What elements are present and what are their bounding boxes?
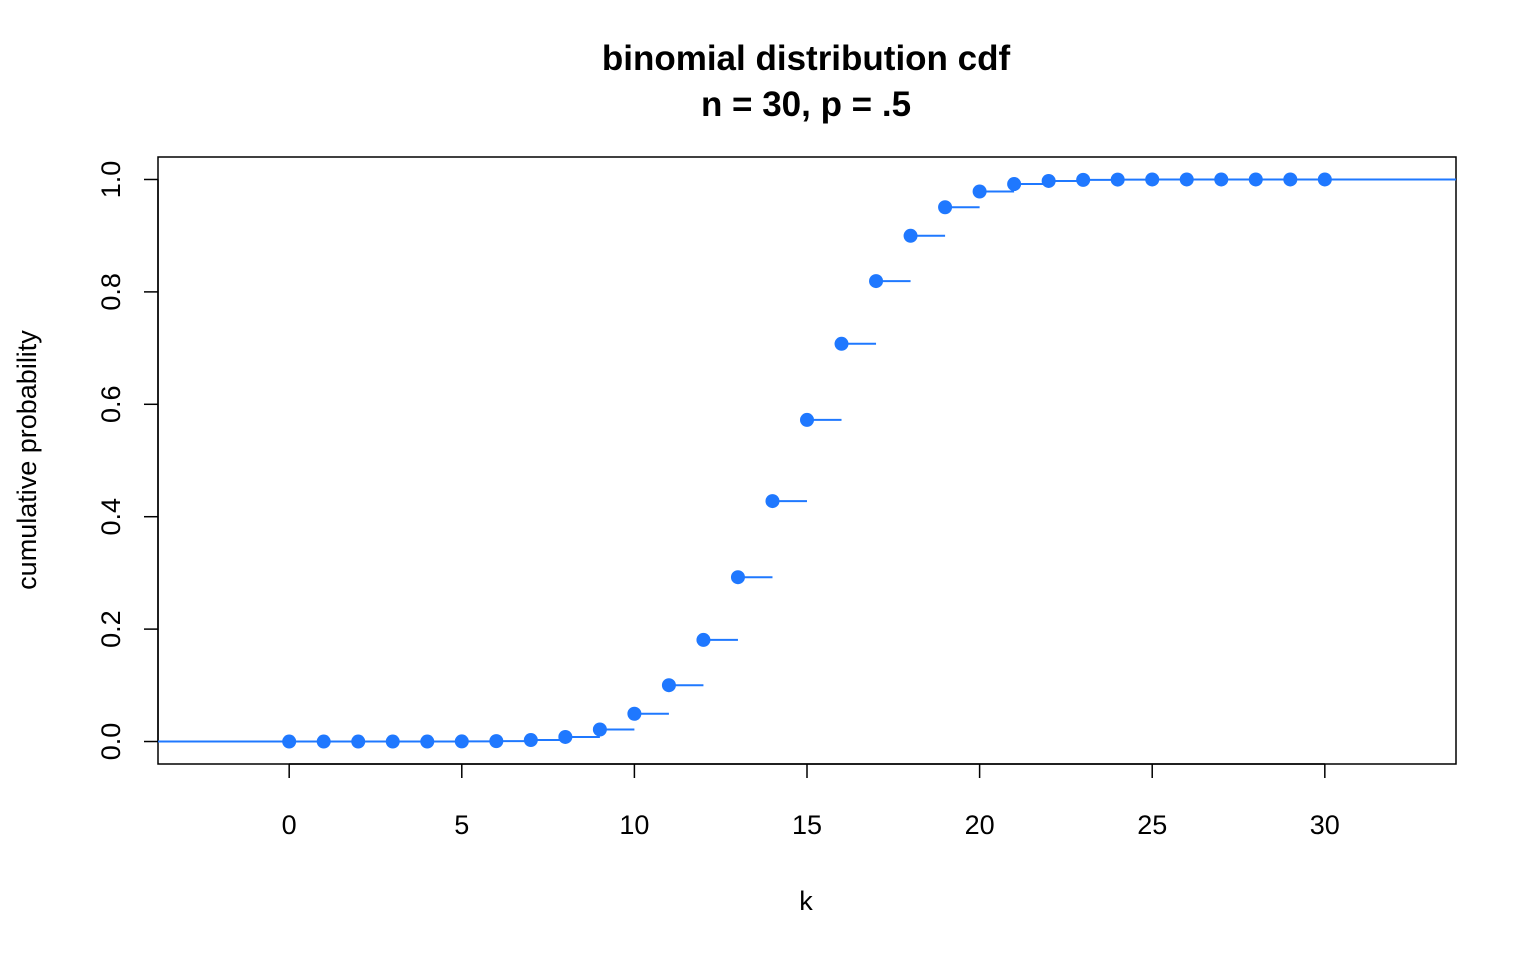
cdf-point	[489, 734, 504, 749]
cdf-point	[1214, 172, 1229, 187]
x-axis: 0 5 10 15 20 25 30	[282, 763, 1340, 840]
cdf-point	[1317, 172, 1332, 187]
cdf-point	[730, 570, 745, 585]
cdf-point	[834, 336, 849, 351]
cdf-point	[627, 706, 642, 721]
y-tick-label: 0.8	[96, 273, 126, 311]
cdf-point	[420, 734, 435, 749]
x-tick-label: 10	[619, 810, 649, 840]
cdf-point	[351, 734, 366, 749]
cdf-point	[972, 184, 987, 199]
cdf-point	[869, 274, 884, 289]
cdf-point	[661, 678, 676, 693]
x-tick-label: 30	[1310, 810, 1340, 840]
x-axis-label: k	[799, 886, 813, 916]
cdf-point	[385, 734, 400, 749]
y-tick-label: 1.0	[96, 161, 126, 199]
x-tick-label: 20	[965, 810, 995, 840]
chart-title: binomial distribution cdf	[602, 39, 1011, 78]
cdf-point	[592, 722, 607, 737]
cdf-point	[765, 494, 780, 509]
cdf-point	[903, 228, 918, 243]
x-tick-label: 25	[1137, 810, 1167, 840]
plot-frame	[157, 156, 1457, 765]
y-tick-label: 0.4	[96, 498, 126, 536]
cdf-point	[1076, 172, 1091, 187]
y-tick-label: 0.2	[96, 610, 126, 648]
cdf-point	[1041, 173, 1056, 188]
chart-subtitle: n = 30, p = .5	[701, 85, 911, 124]
cdf-point	[316, 734, 331, 749]
cdf-point	[1283, 172, 1298, 187]
y-axis: 0.0 0.2 0.4 0.6 0.8 1.0	[96, 161, 159, 761]
y-axis-label: cumulative probability	[12, 330, 42, 590]
y-tick-label: 0.6	[96, 386, 126, 424]
cdf-point	[454, 734, 469, 749]
x-tick-label: 5	[454, 810, 469, 840]
cdf-point	[1248, 172, 1263, 187]
cdf-point	[1007, 177, 1022, 192]
cdf-point	[523, 733, 538, 748]
y-tick-label: 0.0	[96, 723, 126, 761]
cdf-point	[558, 729, 573, 744]
cdf-point	[938, 200, 953, 215]
cdf-point	[1179, 172, 1194, 187]
x-tick-label: 15	[792, 810, 822, 840]
cdf-point	[282, 734, 297, 749]
cdf-point	[696, 632, 711, 647]
cdf-point	[1145, 172, 1160, 187]
series-layer	[158, 172, 1456, 749]
cdf-point	[800, 412, 814, 427]
cdf-point	[1110, 172, 1125, 187]
x-tick-label: 0	[282, 810, 297, 840]
